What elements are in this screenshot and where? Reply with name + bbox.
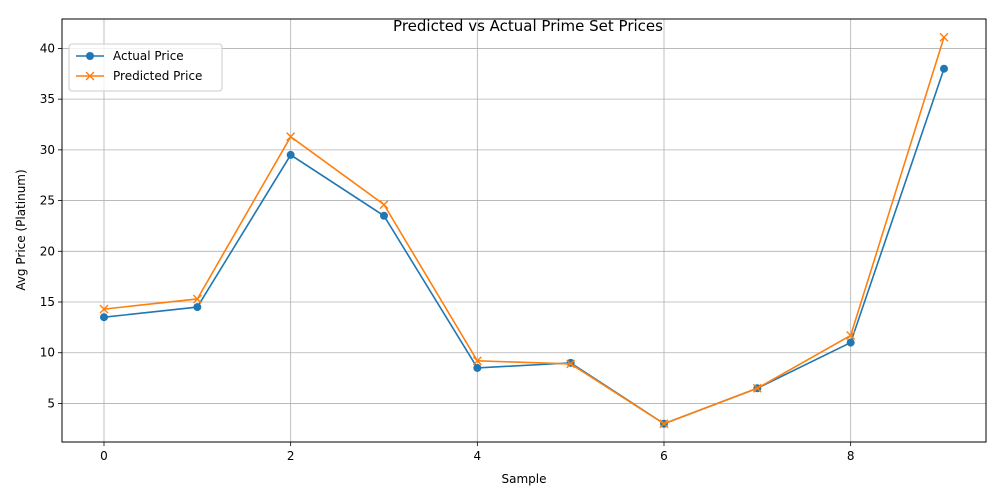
x-tick-label: 4 [474,449,482,463]
chart-title: Predicted vs Actual Prime Set Prices [393,17,663,35]
predicted-price-legend-label: Predicted Price [113,69,202,83]
predicted-price-legend-marker [85,71,95,81]
x-axis-label: Sample [502,472,547,486]
actual-price-point [100,313,108,322]
y-axis-label: Avg Price (Platinum) [14,169,28,290]
actual-price-legend-label: Actual Price [113,49,184,63]
actual-price-point [940,64,948,73]
actual-price-point [286,150,295,159]
actual-price-legend-marker [86,52,94,60]
x-tick-label: 0 [100,449,108,463]
actual-price-point [193,303,202,312]
predicted-price-point [659,419,669,429]
series-layer [99,32,949,429]
legend: Actual Price Predicted Price [68,43,223,92]
predicted-price-point [192,294,202,304]
y-tick-label: 5 [47,396,55,410]
x-tick-label: 2 [287,449,295,463]
actual-price-point [846,338,855,347]
x-tick-label: 8 [847,449,855,463]
y-tick-label: 35 [40,92,55,106]
predicted-price-point [846,330,856,340]
y-tick-label: 40 [40,41,55,55]
y-axis: 5 10 15 20 25 30 35 40 [40,41,62,410]
plot-area-frame [61,18,987,443]
predicted-price-point [939,32,949,42]
actual-price-point [473,363,482,372]
predicted-price-point [286,132,296,142]
y-tick-label: 10 [40,346,55,360]
y-tick-label: 15 [40,295,55,309]
predicted-price-line [103,37,945,425]
y-tick-label: 30 [40,143,55,157]
grid-lines [62,19,986,442]
y-tick-label: 25 [40,194,55,208]
predicted-price-point [472,356,482,366]
x-axis: 0 2 4 6 8 [100,442,854,463]
y-tick-label: 20 [40,244,55,258]
predicted-price-point [752,383,762,393]
actual-price-line [103,68,945,425]
predicted-price-point [99,304,109,314]
x-tick-label: 6 [660,449,668,463]
actual-price-point [380,211,388,220]
predicted-price-point [566,359,576,369]
legend-box [68,43,223,92]
predicted-price-point [379,200,389,210]
